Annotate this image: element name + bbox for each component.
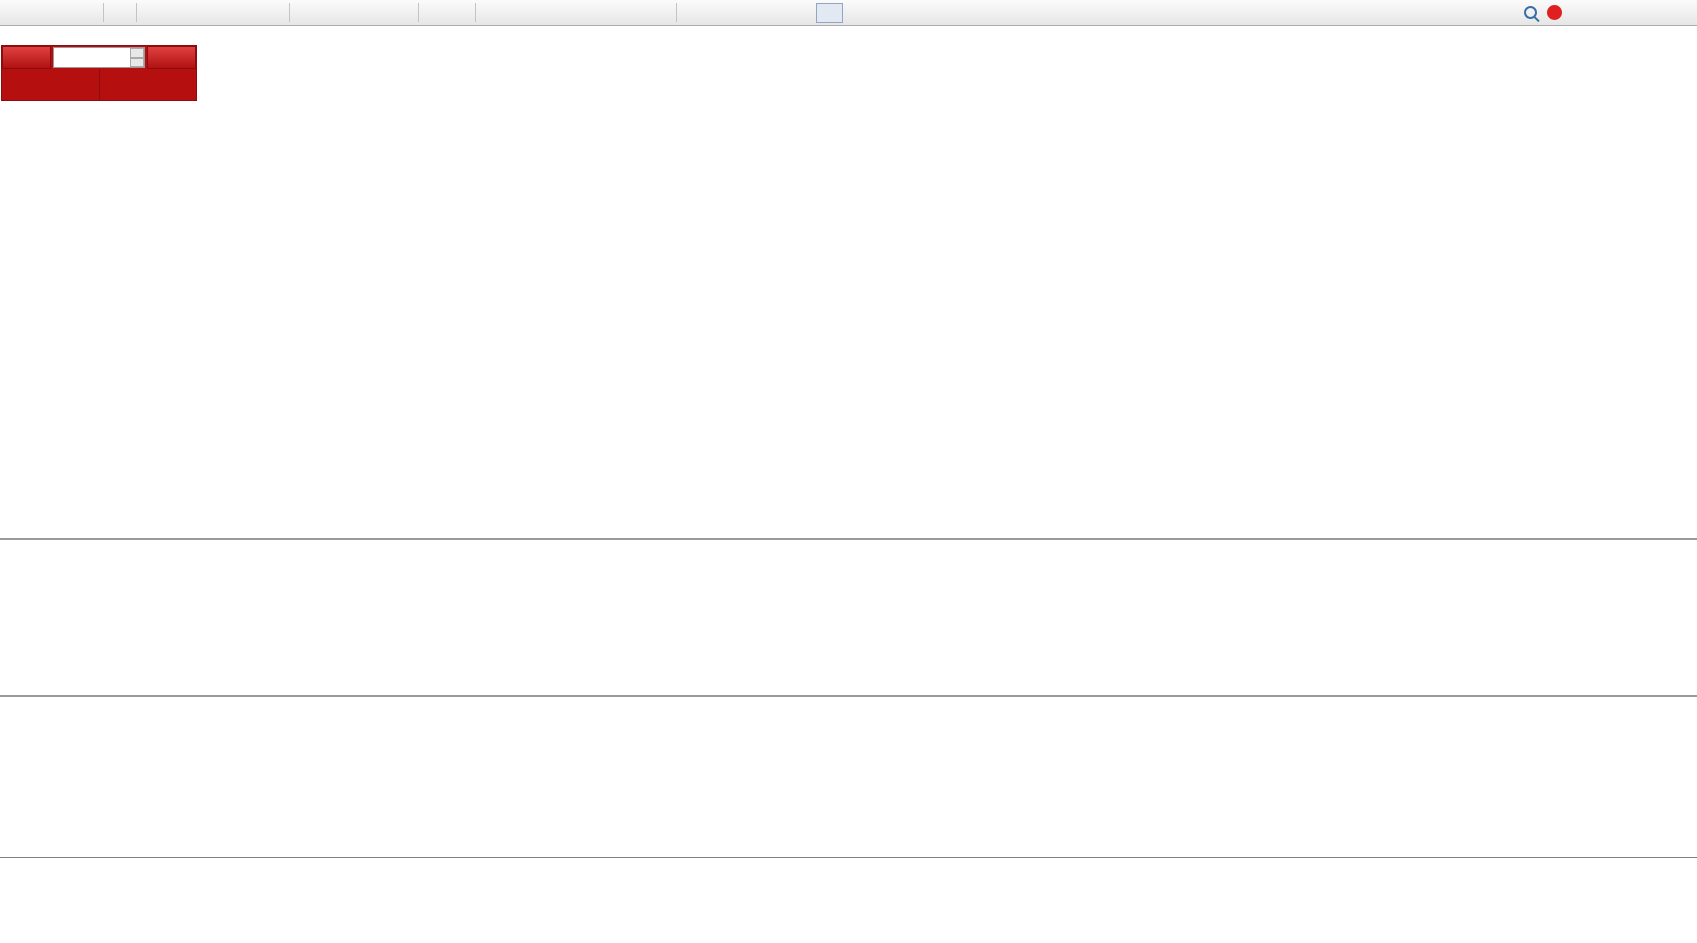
crosshair-button[interactable]	[447, 2, 471, 24]
trendline-button[interactable]	[528, 2, 552, 24]
volume-increase-button[interactable]	[130, 48, 144, 58]
navigator-button[interactable]	[75, 2, 99, 24]
toolbar-right-group	[1524, 5, 1694, 20]
timeframe-m30-button[interactable]	[762, 3, 789, 23]
buy-button[interactable]	[147, 46, 196, 69]
timeframe-m15-button[interactable]	[735, 3, 762, 23]
periods-button[interactable]	[366, 2, 390, 24]
bar-chart-button[interactable]	[141, 2, 165, 24]
toolbar-separator	[103, 3, 104, 22]
new-chart-button[interactable]	[3, 2, 27, 24]
candlestick-chart-button[interactable]	[165, 2, 189, 24]
volume-spinner	[130, 48, 144, 67]
volume-decrease-button[interactable]	[130, 57, 144, 67]
volume-field[interactable]	[53, 47, 145, 68]
timeframe-m1-button[interactable]	[681, 3, 708, 23]
timeframe-w1-button[interactable]	[870, 3, 897, 23]
new-order-button[interactable]	[27, 2, 51, 24]
rsi-panel[interactable]	[0, 697, 1697, 857]
market-watch-button[interactable]	[51, 2, 75, 24]
macd-panel[interactable]	[0, 540, 1697, 695]
tile-windows-button[interactable]	[261, 2, 285, 24]
price-chart[interactable]	[0, 26, 1697, 538]
timeframe-d1-button[interactable]	[843, 3, 870, 23]
vertical-line-button[interactable]	[480, 2, 504, 24]
channel-button[interactable]	[552, 2, 576, 24]
timeframe-h4-button[interactable]	[816, 2, 843, 23]
macd-splitter[interactable]	[0, 538, 1697, 540]
toolbar-separator	[418, 3, 419, 22]
timeframe-m5-button[interactable]	[708, 3, 735, 23]
one-click-price-row	[2, 69, 196, 100]
buy-price[interactable]	[98, 69, 197, 100]
zoom-in-button[interactable]	[213, 2, 237, 24]
rsi-splitter[interactable]	[0, 695, 1697, 697]
toolbar-separator	[289, 3, 290, 22]
timeframe-mn-button[interactable]	[897, 3, 924, 23]
cursor-button[interactable]	[423, 2, 447, 24]
toolbar-separator	[676, 3, 677, 22]
arrows-tool-button[interactable]	[648, 2, 672, 24]
toolbar	[0, 0, 1697, 26]
one-click-trading-panel	[1, 45, 197, 101]
sell-button[interactable]	[2, 46, 51, 69]
chart-shift-button[interactable]	[318, 2, 342, 24]
timeframe-h1-button[interactable]	[789, 3, 816, 23]
zoom-out-button[interactable]	[237, 2, 261, 24]
notification-badge[interactable]	[1547, 5, 1562, 20]
fibonacci-button[interactable]	[576, 2, 600, 24]
toolbar-separator	[136, 3, 137, 22]
horizontal-line-button[interactable]	[504, 2, 528, 24]
templates-button[interactable]	[390, 2, 414, 24]
auto-scroll-button[interactable]	[294, 2, 318, 24]
text-label-button[interactable]	[624, 2, 648, 24]
autotrading-button[interactable]	[108, 2, 132, 24]
indicators-button[interactable]	[342, 2, 366, 24]
toolbar-separator	[475, 3, 476, 22]
text-button[interactable]	[600, 2, 624, 24]
one-click-top-row	[2, 46, 196, 69]
time-axis[interactable]	[0, 857, 1697, 877]
line-chart-button[interactable]	[189, 2, 213, 24]
search-icon[interactable]	[1524, 6, 1537, 19]
sell-price[interactable]	[2, 69, 99, 100]
